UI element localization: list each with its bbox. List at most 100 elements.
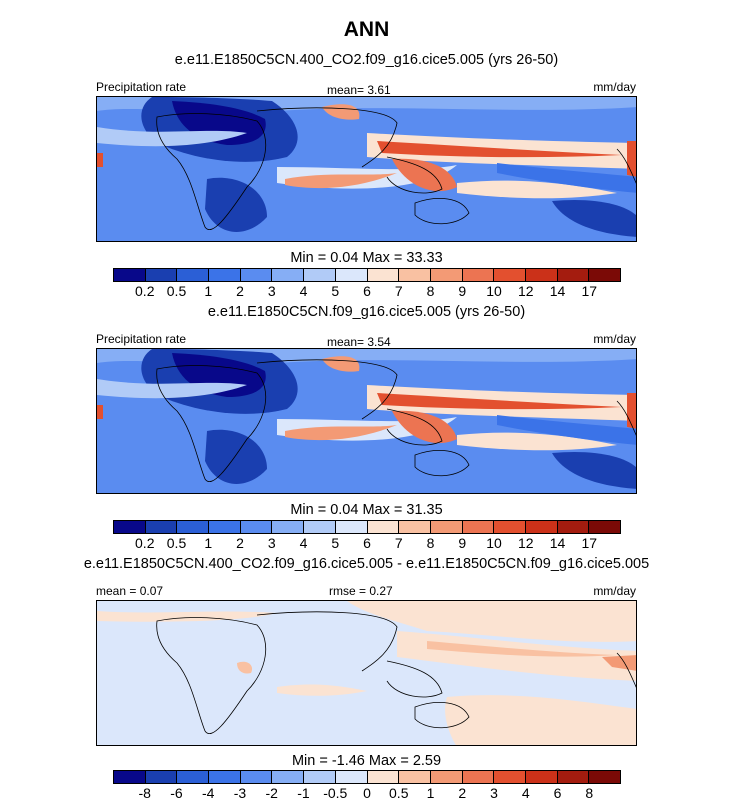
colorbar-swatch	[114, 521, 146, 533]
panel-3-colorbar-ticks: -8 -6 -4 -3 -2 -1 -0.5 0 0.5 1 2 3 4 6 8	[113, 785, 621, 803]
map-east-edge-rain	[627, 141, 636, 177]
colorbar-tick-label: 5	[331, 535, 340, 551]
colorbar-tick-label: 17	[581, 283, 598, 299]
colorbar-swatch	[240, 269, 273, 281]
panel-1-title: e.e11.E1850C5CN.400_CO2.f09_g16.cice5.00…	[174, 52, 559, 68]
colorbar-tick-label: 0.5	[166, 283, 187, 299]
colorbar-tick-label: 7	[394, 535, 403, 551]
colorbar-tick-label: 9	[458, 283, 467, 299]
colorbar-tick-label: -3	[233, 785, 247, 801]
panel-3-rmse-label: rmse = 0.27	[329, 584, 393, 598]
map-coastline-africa	[156, 113, 266, 230]
map-coastline-americas	[616, 652, 636, 688]
colorbar-tick-label: 3	[267, 535, 276, 551]
colorbar-tick-label: 6	[553, 785, 562, 801]
colorbar-tick-label: 5	[331, 283, 340, 299]
colorbar-tick-label: 9	[458, 535, 467, 551]
colorbar-tick-label: 7	[394, 283, 403, 299]
map-dry-southeast-pacific	[552, 199, 636, 237]
colorbar-tick-label: 8	[426, 283, 435, 299]
colorbar-swatch	[430, 521, 463, 533]
colorbar-swatch	[399, 521, 431, 533]
colorbar-swatch	[145, 771, 178, 783]
panel-1-colorbar	[113, 268, 621, 282]
colorbar-tick-label: 10	[486, 535, 502, 551]
map-coastline-asia	[256, 359, 443, 446]
colorbar-tick-label: -6	[170, 785, 183, 801]
colorbar-swatch	[430, 269, 463, 281]
panel-2-mean-label: mean= 3.54	[327, 335, 391, 349]
map-coastline-australia	[414, 198, 470, 225]
colorbar-swatch	[557, 269, 590, 281]
colorbar-swatch	[462, 521, 495, 533]
colorbar-tick-label: 8	[426, 535, 435, 551]
colorbar-tick-label: -1	[297, 785, 310, 801]
colorbar-swatch	[557, 771, 590, 783]
colorbar-tick-label: -8	[138, 785, 151, 801]
map-coastline-australia	[414, 450, 470, 477]
colorbar-tick-label: -2	[265, 785, 278, 801]
colorbar-swatch	[430, 771, 463, 783]
panel-3-units-label: mm/day	[593, 584, 636, 598]
panel-1-units-label: mm/day	[593, 80, 636, 94]
colorbar-tick-label: 0.5	[389, 785, 409, 801]
map-positive-east-africa	[237, 661, 253, 674]
map-dry-south-atlantic	[205, 177, 267, 232]
colorbar-swatch	[209, 771, 241, 783]
map-maritime-continent	[392, 410, 457, 444]
colorbar-swatch	[525, 771, 558, 783]
colorbar-tick-label: 4	[299, 535, 308, 551]
map-positive-north-pacific	[347, 601, 636, 642]
map-west-edge-rain	[97, 153, 103, 167]
colorbar-tick-label: 0.5	[166, 535, 187, 551]
colorbar-tick-label: -4	[202, 785, 215, 801]
colorbar-swatch	[177, 771, 210, 783]
colorbar-swatch	[145, 521, 178, 533]
colorbar-tick-label: 0.2	[135, 535, 155, 551]
colorbar-swatch	[114, 771, 146, 783]
panel-2-title: e.e11.E1850C5CN.f09_g16.cice5.005 (yrs 2…	[207, 304, 526, 320]
colorbar-swatch	[272, 521, 305, 533]
colorbar-tick-label: 1	[204, 283, 213, 299]
panel-3-min-max: Min = -1.46 Max = 2.59	[291, 753, 442, 769]
map-itcz-core	[377, 393, 622, 410]
map-coastline-asia	[256, 107, 443, 194]
colorbar-tick-label: 12	[517, 283, 534, 299]
map-atlantic-band	[97, 379, 247, 399]
colorbar-swatch	[494, 269, 526, 281]
map-coastline-asia	[256, 611, 443, 698]
panel-3-map-svg	[97, 601, 636, 745]
colorbar-swatch	[240, 771, 273, 783]
colorbar-swatch	[525, 269, 558, 281]
map-positive-north-atlantic	[97, 611, 277, 622]
panel-1-mean-label: mean= 3.61	[327, 83, 391, 97]
main-title: ANN	[343, 18, 390, 41]
colorbar-swatch	[209, 269, 241, 281]
colorbar-tick-label: -0.5	[323, 785, 348, 801]
colorbar-swatch	[335, 269, 368, 281]
map-positive-tropical-band	[397, 631, 636, 681]
colorbar-swatch	[589, 269, 620, 281]
panel-3-title: e.e11.E1850C5CN.400_CO2.f09_g16.cice5.00…	[83, 556, 650, 572]
colorbar-swatch	[367, 771, 400, 783]
colorbar-tick-label: 4	[521, 785, 530, 801]
colorbar-tick-label: 10	[486, 283, 502, 299]
colorbar-swatch	[525, 521, 558, 533]
colorbar-swatch	[557, 521, 590, 533]
map-coastline-africa	[156, 617, 266, 734]
panel-1-variable-label: Precipitation rate	[96, 80, 187, 94]
colorbar-swatch	[304, 771, 336, 783]
colorbar-swatch	[367, 521, 400, 533]
panel-2-min-max: Min = 0.04 Max = 31.35	[290, 502, 443, 518]
map-east-edge-rain	[627, 393, 636, 429]
colorbar-swatch	[272, 269, 305, 281]
map-coastline-africa	[156, 365, 266, 482]
colorbar-tick-label: 1	[204, 535, 213, 551]
colorbar-swatch	[494, 771, 526, 783]
colorbar-swatch	[335, 771, 368, 783]
map-spcz	[457, 180, 617, 199]
panel-2-map-svg	[97, 349, 636, 493]
colorbar-swatch	[209, 521, 241, 533]
panel-3-map	[96, 600, 637, 746]
colorbar-swatch	[462, 771, 495, 783]
